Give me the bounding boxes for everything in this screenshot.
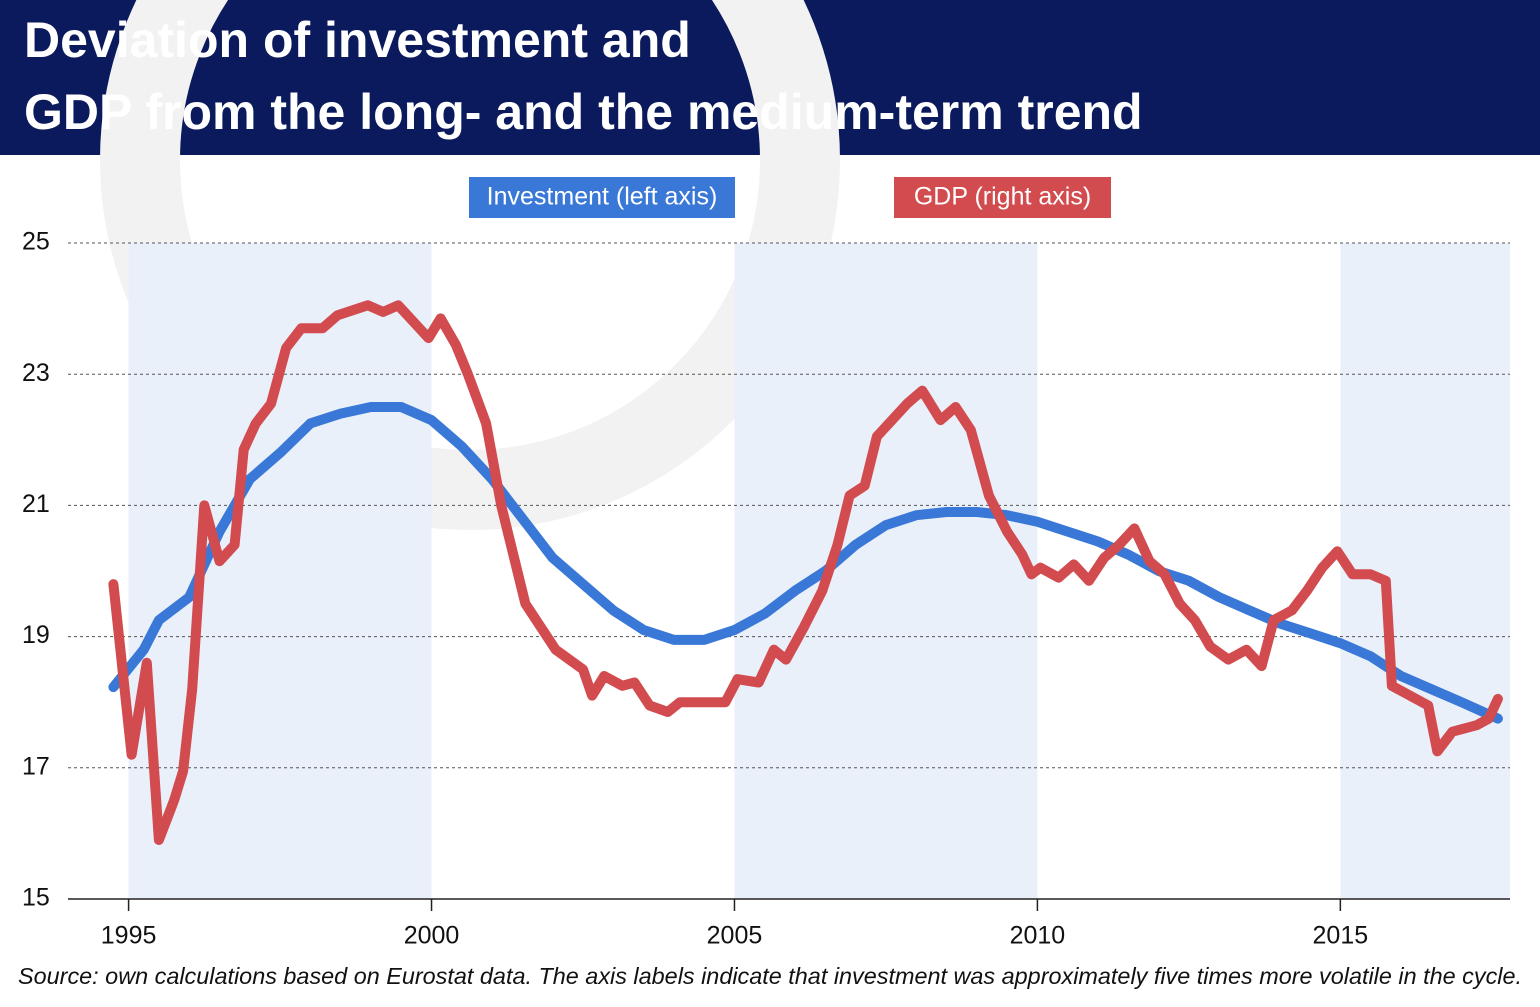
chart-title: Deviation of investment and GDP from the …: [24, 12, 1143, 140]
decoration: [100, 0, 840, 530]
series-line: [108, 402, 1503, 724]
x-tick-label: 2010: [1010, 922, 1066, 950]
legend-label: GDP (right axis): [914, 183, 1091, 211]
y-tick-label: 23: [22, 359, 50, 387]
source-note: Source: own calculations based on Eurost…: [18, 963, 1522, 989]
y-tick-label: 15: [22, 884, 50, 912]
y-tick-label: 17: [22, 752, 50, 780]
x-tick-label: 1995: [101, 922, 157, 950]
legend-label: Investment (left axis): [487, 183, 718, 211]
y-tick-label: 25: [22, 228, 50, 256]
y-tick-label: 19: [22, 621, 50, 649]
y-tick-label: 21: [22, 490, 50, 518]
x-tick-label: 2015: [1313, 922, 1369, 950]
x-tick-label: 2000: [404, 922, 460, 950]
x-tick-label: 2005: [707, 922, 763, 950]
grid: 15 17 19 21 23 25 1995 2000 2005 2010 2015: [22, 228, 1510, 950]
legend-swatch: [892, 175, 1113, 220]
shaded-period: [734, 243, 1038, 899]
legend: Investment (left axis) GDP (right axis): [467, 175, 1113, 220]
series-line: [108, 300, 1503, 845]
lines: [108, 300, 1503, 845]
legend-swatch: [467, 175, 737, 220]
